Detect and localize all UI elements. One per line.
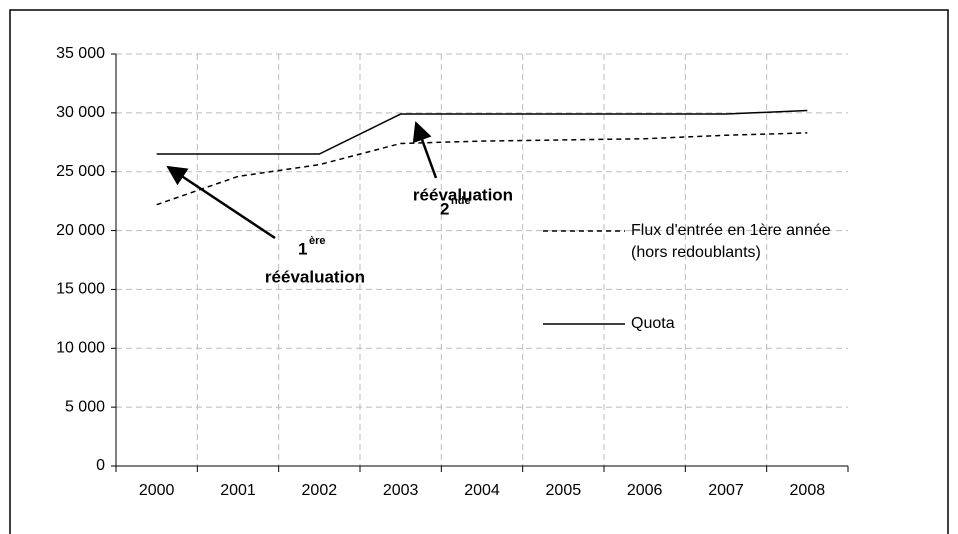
y-tick-label: 30 000 <box>56 104 105 121</box>
x-tick-label: 2008 <box>790 482 826 499</box>
legend-label: Quota <box>631 315 675 332</box>
series-line <box>156 109 808 155</box>
x-tick-label: 2001 <box>220 482 256 499</box>
annotation-suffix: ère <box>309 235 326 247</box>
x-tick-label: 2003 <box>383 482 419 499</box>
x-tick-label: 2006 <box>627 482 663 499</box>
x-tick-label: 2000 <box>139 482 175 499</box>
y-tick-label: 35 000 <box>56 45 105 62</box>
x-tick-label: 2005 <box>546 482 582 499</box>
frame <box>9 9 949 534</box>
annotation-text: réévaluation <box>413 185 513 204</box>
y-tick-label: 5 000 <box>65 398 105 415</box>
legend-label: Flux d'entrée en 1ère année (hors redoub… <box>631 222 831 261</box>
x-tick-label: 2004 <box>464 482 500 499</box>
series-line <box>156 132 808 206</box>
y-tick-label: 0 <box>96 457 105 474</box>
x-tick-label: 2002 <box>302 482 338 499</box>
y-tick-label: 20 000 <box>56 222 105 239</box>
y-tick-label: 15 000 <box>56 281 105 298</box>
annotation-number: 1 <box>298 239 307 258</box>
y-tick-label: 10 000 <box>56 340 105 357</box>
annotation-suffix: nde <box>451 195 471 207</box>
annotation-text: réévaluation <box>265 267 365 286</box>
arrow <box>166 165 276 240</box>
y-tick-label: 25 000 <box>56 163 105 180</box>
arrow <box>412 121 438 179</box>
x-tick-label: 2007 <box>708 482 744 499</box>
annotation-number: 2 <box>440 199 449 218</box>
